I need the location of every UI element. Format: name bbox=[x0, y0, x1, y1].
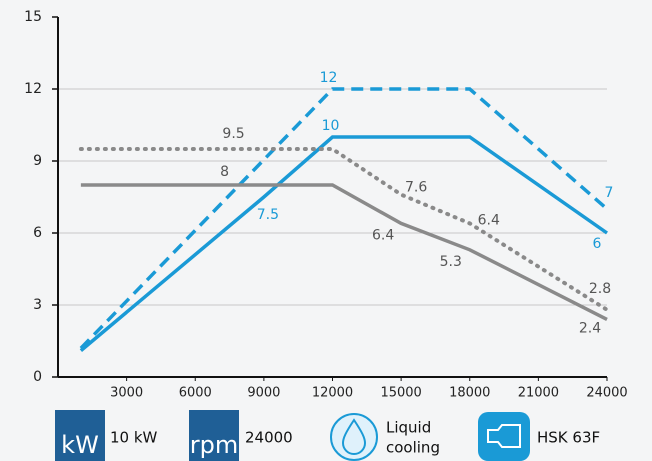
spec-label: HSK 63F bbox=[537, 429, 600, 447]
y-tick-label: 6 bbox=[33, 225, 42, 241]
data-label: 6 bbox=[593, 236, 602, 252]
x-tick-label: 18000 bbox=[449, 386, 490, 401]
data-label: 10 bbox=[322, 118, 340, 134]
kw-icon bbox=[55, 410, 105, 461]
tool-shape bbox=[487, 424, 521, 448]
y-tick-label: 9 bbox=[33, 153, 42, 169]
y-tick-label: 0 bbox=[33, 369, 42, 385]
y-tick-label: 12 bbox=[24, 81, 42, 97]
data-label: 2.8 bbox=[589, 281, 611, 297]
data-label: 7 bbox=[605, 185, 614, 201]
x-tick-label: 24000 bbox=[586, 386, 627, 401]
series-line bbox=[79, 87, 609, 350]
data-label: 7.5 bbox=[257, 207, 279, 223]
data-label: 9.5 bbox=[222, 126, 244, 142]
spec-label: 10 kW bbox=[110, 429, 158, 447]
cooling-icon bbox=[330, 413, 378, 461]
kw-icon-text: kW bbox=[61, 431, 99, 459]
droplet bbox=[341, 418, 367, 455]
x-tick-label: 12000 bbox=[312, 386, 353, 401]
x-tick-label: 21000 bbox=[518, 386, 559, 401]
data-label: 12 bbox=[320, 70, 338, 86]
y-tick-label: 3 bbox=[33, 297, 42, 313]
x-tick-label: 9000 bbox=[247, 386, 280, 401]
data-label: 8 bbox=[220, 164, 229, 180]
data-label: 2.4 bbox=[579, 320, 601, 336]
series-line bbox=[80, 183, 608, 321]
rpm-icon-text: rpm bbox=[190, 431, 238, 459]
rpm-icon bbox=[189, 410, 239, 461]
data-label: 5.3 bbox=[440, 254, 462, 270]
x-tick-label: 3000 bbox=[110, 386, 143, 401]
spec-label: cooling bbox=[386, 439, 440, 457]
y-tick-label: 15 bbox=[24, 9, 42, 25]
data-label: 6.4 bbox=[372, 227, 394, 243]
series-line bbox=[79, 135, 609, 352]
spec-label: 24000 bbox=[245, 429, 293, 447]
data-label: 6.4 bbox=[478, 212, 500, 228]
data-label: 7.6 bbox=[405, 180, 427, 196]
x-tick-label: 6000 bbox=[179, 386, 212, 401]
hsk-icon bbox=[478, 412, 530, 461]
x-tick-label: 15000 bbox=[380, 386, 421, 401]
spec-label: Liquid bbox=[386, 419, 431, 437]
